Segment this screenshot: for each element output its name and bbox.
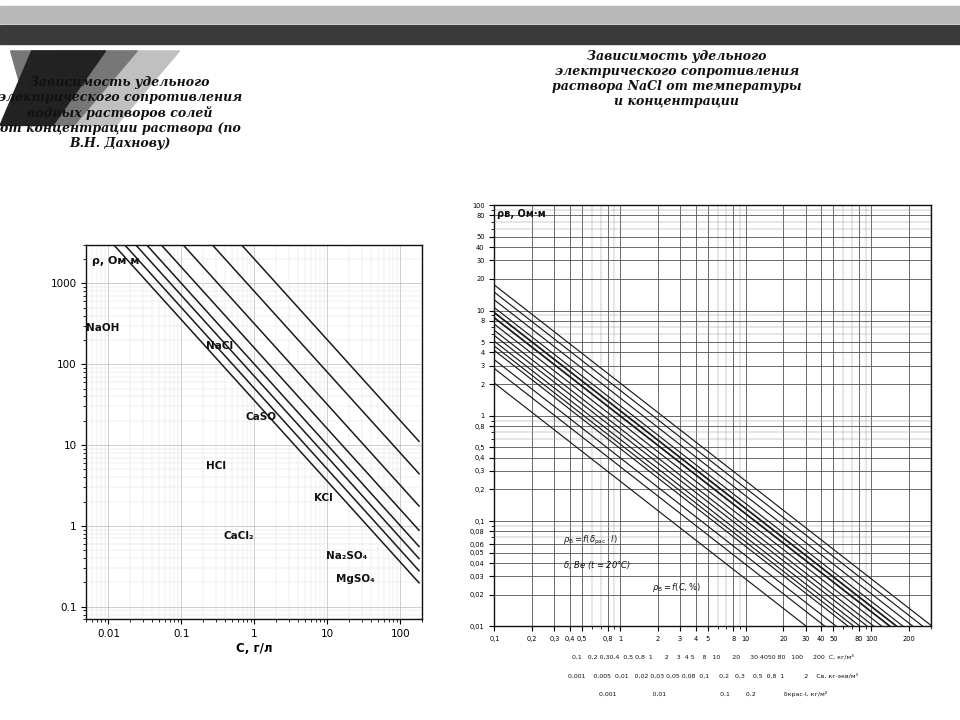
Polygon shape (0, 51, 106, 125)
Text: NaOH: NaOH (86, 323, 120, 333)
Text: 0,1   0,2 0,30,4  0,5 0,8  1      2    3  4 5    8   10      20     30 4050 80  : 0,1 0,2 0,30,4 0,5 0,8 1 2 3 4 5 8 10 20… (572, 654, 853, 660)
Text: ρ, Ом м: ρ, Ом м (92, 256, 140, 266)
Polygon shape (53, 51, 180, 125)
Text: HCl: HCl (206, 461, 227, 471)
Text: 0,001    0,005  0,01   0,02 0,03 0,05 0,08  0,1     0,2   0,3    0,5  0,8  1    : 0,001 0,005 0,01 0,02 0,03 0,05 0,08 0,1… (567, 673, 858, 679)
Text: Зависимость удельного
электрического сопротивления
водных растворов солей
от кон: Зависимость удельного электрического соп… (0, 76, 242, 150)
Text: CaSO: CaSO (245, 413, 276, 423)
Text: 0,001                  0,01                           0,1        0,2            : 0,001 0,01 0,1 0,2 (599, 691, 827, 697)
Polygon shape (11, 51, 137, 125)
Text: NaCl: NaCl (206, 341, 233, 351)
Text: $\rho_\mathrm{B}=f(\delta_{\mathrm{pac}}\cdot l)$: $\rho_\mathrm{B}=f(\delta_{\mathrm{pac}}… (563, 534, 617, 547)
Text: $\delta$, Вe (t = 20°C): $\delta$, Вe (t = 20°C) (563, 559, 631, 571)
Text: CaCl₂: CaCl₂ (224, 531, 254, 541)
Bar (0, 24, 960, 45)
Text: $\rho_\mathrm{B}=f(C,\%)$: $\rho_\mathrm{B}=f(C,\%)$ (652, 581, 701, 594)
Text: KCl: KCl (314, 493, 332, 503)
Text: Зависимость удельного
электрического сопротивления
раствора NaCl от температуры
: Зависимость удельного электрического соп… (552, 50, 802, 109)
Text: Na₂SO₄: Na₂SO₄ (325, 552, 367, 562)
Bar (0, 6, 960, 23)
Text: ρв, Ом·м: ρв, Ом·м (497, 209, 546, 219)
Text: MgSO₄: MgSO₄ (336, 574, 374, 584)
X-axis label: С, г/л: С, г/л (236, 642, 273, 654)
